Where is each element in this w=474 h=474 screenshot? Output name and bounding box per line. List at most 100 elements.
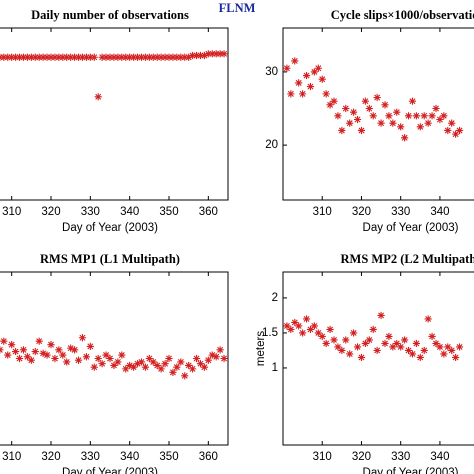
data-point: [106, 53, 114, 61]
data-point: [455, 343, 464, 351]
data-point: [189, 51, 197, 60]
data-point: [177, 358, 185, 366]
data-point: [291, 57, 299, 65]
data-point: [12, 347, 20, 356]
data-point: [8, 341, 16, 349]
data-point: [440, 350, 448, 358]
data-point: [220, 354, 228, 363]
data-point: [401, 336, 409, 344]
x-tick-label: 330: [81, 206, 100, 218]
data-point: [31, 53, 39, 61]
data-point: [412, 339, 420, 348]
data-point: [334, 112, 342, 120]
figure-title: FLNM: [219, 1, 256, 15]
data-point: [428, 112, 436, 120]
data-point: [130, 53, 138, 61]
y-tick-label: 20: [265, 139, 278, 151]
data-point: [19, 346, 28, 354]
data-point: [39, 349, 47, 357]
data-point: [389, 119, 397, 127]
x-tick-label: 320: [352, 206, 371, 218]
data-point: [51, 53, 59, 61]
data-point: [161, 360, 169, 368]
data-point: [408, 350, 417, 358]
data-point: [86, 53, 94, 61]
data-point: [365, 336, 373, 344]
data-point: [412, 112, 420, 120]
y-tick-label: 30: [265, 66, 278, 78]
data-point: [78, 53, 87, 61]
axes-box: [282, 271, 474, 446]
data-point: [8, 53, 16, 61]
data-point: [196, 51, 205, 60]
data-point: [361, 339, 369, 348]
data-point: [326, 101, 334, 109]
data-point: [200, 363, 208, 371]
y-tick-label: 2: [272, 292, 278, 304]
data-point: [369, 112, 377, 120]
data-point: [27, 53, 35, 61]
data-point: [114, 53, 122, 61]
data-point: [169, 53, 177, 61]
data-point: [287, 325, 295, 334]
data-point: [283, 64, 291, 72]
data-point: [436, 343, 444, 351]
data-point: [452, 353, 460, 362]
data-point: [74, 53, 83, 61]
data-point: [377, 119, 385, 127]
data-point: [161, 53, 169, 61]
data-point: [353, 343, 362, 351]
data-point: [15, 53, 24, 61]
data-point: [192, 354, 201, 363]
data-point: [185, 53, 193, 61]
data-point: [346, 119, 354, 127]
data-point: [82, 353, 90, 361]
data-point: [452, 130, 460, 138]
data-point: [31, 347, 39, 356]
data-point: [141, 53, 149, 61]
data-point: [361, 97, 369, 105]
data-point: [177, 53, 185, 61]
data-point: [350, 108, 358, 116]
data-point: [318, 332, 326, 341]
x-tick-label: 330: [81, 451, 100, 463]
data-point: [397, 123, 405, 131]
data-point: [12, 53, 20, 61]
data-point: [43, 351, 51, 359]
data-point: [67, 344, 75, 352]
chart-title: Daily number of observations: [31, 8, 189, 22]
data-point: [47, 53, 55, 61]
data-point: [67, 53, 75, 61]
data-point: [416, 353, 424, 362]
data-point: [118, 351, 126, 359]
x-tick-label: 310: [2, 451, 21, 463]
data-point: [133, 360, 142, 368]
data-point: [338, 346, 346, 355]
data-point: [408, 97, 417, 105]
data-point: [200, 51, 208, 60]
x-tick-label: 360: [199, 206, 218, 218]
data-point: [381, 101, 389, 109]
x-axis-label: Day of Year (2003): [363, 222, 459, 234]
x-tick-label: 360: [199, 451, 218, 463]
y-tick-label: 1: [272, 362, 278, 374]
x-axis-label: Day of Year (2003): [62, 467, 158, 474]
data-point: [4, 351, 12, 359]
data-point: [204, 356, 212, 364]
chart-title: Cycle slips×1000/observations: [331, 8, 474, 22]
data-point: [173, 363, 181, 371]
data-point: [55, 346, 63, 354]
data-point: [90, 53, 98, 61]
data-point: [78, 334, 87, 342]
data-point: [35, 337, 43, 345]
data-point: [389, 343, 397, 351]
x-tick-label: 330: [391, 451, 410, 463]
data-point: [98, 360, 106, 368]
data-point: [59, 351, 67, 359]
data-point: [145, 354, 153, 363]
data-point: [145, 53, 153, 61]
data-point: [122, 53, 130, 61]
data-point: [322, 339, 330, 348]
data-point: [19, 53, 28, 61]
data-point: [220, 50, 228, 58]
